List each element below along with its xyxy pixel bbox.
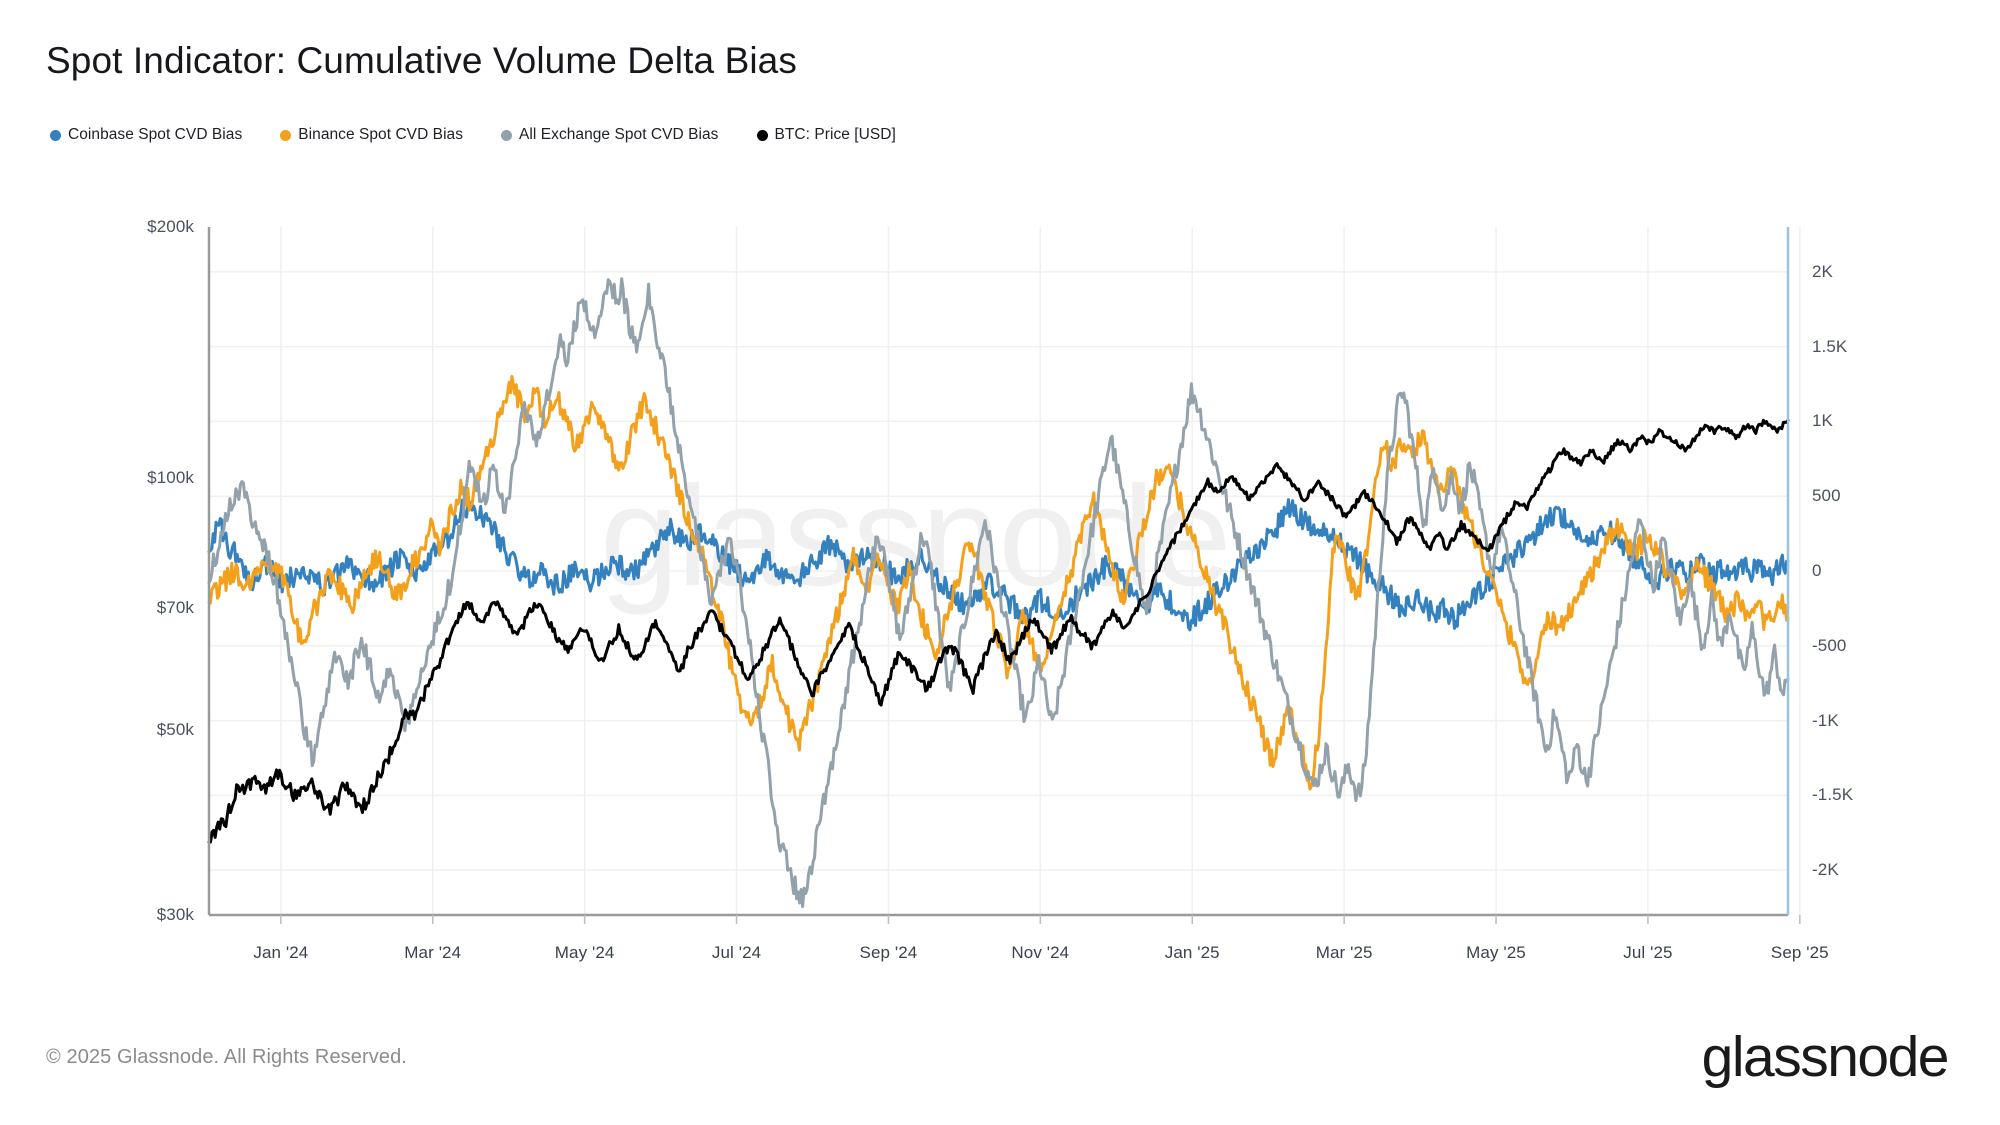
x-axis-tick-label: Sep '24 — [859, 943, 918, 962]
glassnode-watermark: glassnode — [600, 457, 1231, 616]
y-axis-left-tick-label: $50k — [156, 719, 194, 739]
y-axis-left-tick-label: $70k — [156, 597, 194, 617]
legend-item-0[interactable]: Coinbase Spot CVD Bias — [50, 126, 242, 144]
legend-item-1[interactable]: Binance Spot CVD Bias — [280, 126, 463, 144]
footer-copyright: © 2025 Glassnode. All Rights Reserved. — [46, 1046, 407, 1068]
y-axis-left-tick-label: $30k — [156, 905, 194, 924]
x-axis-tick-label: Mar '25 — [1315, 943, 1373, 962]
glassnode-logo: glassnode — [1701, 1025, 1950, 1089]
x-axis-tick-label: Jan '24 — [253, 943, 309, 962]
legend-item-label: All Exchange Spot CVD Bias — [519, 126, 719, 143]
y-axis-right-tick-label: 0 — [1812, 561, 1822, 580]
legend-color-dot-icon — [756, 129, 768, 141]
x-axis-tick-label: Sep '25 — [1770, 943, 1829, 962]
legend-item-2[interactable]: All Exchange Spot CVD Bias — [501, 126, 718, 144]
page-title: Spot Indicator: Cumulative Volume Delta … — [46, 40, 797, 81]
legend-item-label: Coinbase Spot CVD Bias — [68, 126, 243, 143]
y-axis-right-tick-label: -1K — [1812, 710, 1839, 730]
legend-item-label: BTC: Price [USD] — [774, 126, 896, 143]
x-axis-tick-label: Mar '24 — [404, 943, 462, 962]
y-axis-right-tick-label: 2K — [1812, 261, 1833, 281]
legend-item-label: Binance Spot CVD Bias — [298, 126, 464, 143]
y-axis-right-tick-label: 1.5K — [1812, 336, 1848, 356]
x-axis-tick-label: Nov '24 — [1011, 943, 1070, 962]
x-axis-tick-label: Jan '25 — [1164, 943, 1220, 962]
y-axis-right-tick-label: 1K — [1812, 411, 1833, 431]
y-axis-right-tick-label: 500 — [1812, 486, 1841, 506]
x-axis-tick-label: May '25 — [1466, 943, 1526, 962]
chart-legend: Coinbase Spot CVD Bias Binance Spot CVD B… — [50, 126, 934, 144]
y-axis-left-tick-label: $200k — [147, 217, 194, 236]
x-axis-tick-label: Jul '25 — [1623, 943, 1673, 962]
legend-color-dot-icon — [50, 129, 61, 141]
y-axis-left-tick-label: $100k — [147, 468, 194, 488]
legend-item-3[interactable]: BTC: Price [USD] — [756, 126, 896, 144]
x-axis-tick-label: Jul '24 — [711, 943, 762, 962]
legend-color-dot-icon — [280, 129, 292, 141]
y-axis-right-tick-label: -500 — [1812, 635, 1847, 655]
legend-color-dot-icon — [501, 129, 513, 141]
x-axis-tick-label: May '24 — [554, 943, 615, 962]
y-axis-right-tick-label: -2K — [1812, 860, 1839, 880]
y-axis-right-tick-label: -1.5K — [1812, 785, 1854, 805]
